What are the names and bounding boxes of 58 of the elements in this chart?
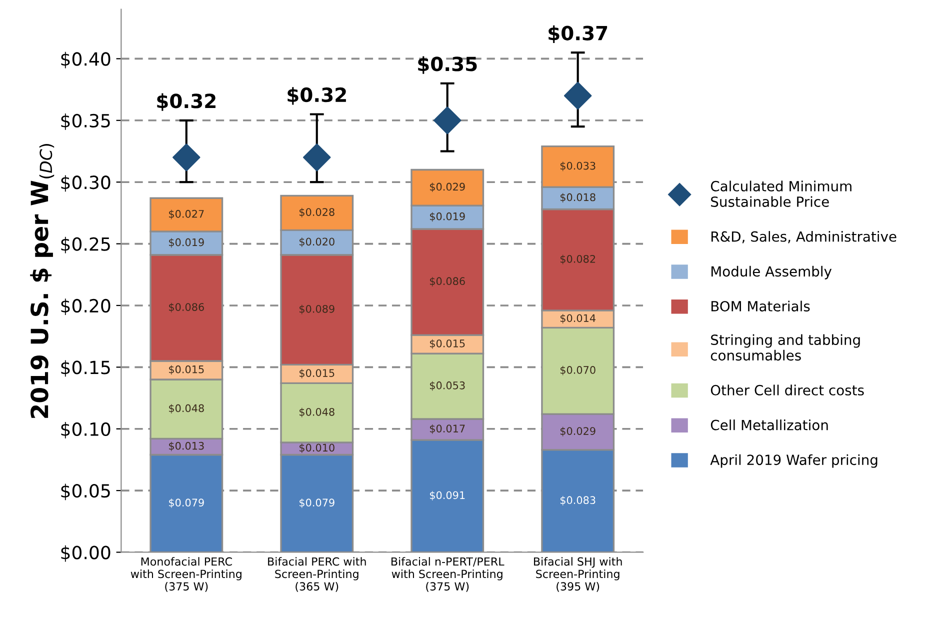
data-label: $0.010 (300, 444, 334, 454)
data-label: $0.32 (157, 93, 216, 111)
x-tick-label: Bifacial SHJ with Screen-Printing (395 W) (534, 557, 622, 592)
data-label: $0.35 (418, 56, 477, 74)
data-label: $0.020 (300, 238, 334, 247)
data-label: $0.019 (169, 238, 204, 248)
legend-label: Calculated Minimum Sustainable Price (710, 180, 852, 207)
y-tick-label: $0.30 (61, 175, 110, 192)
data-label: $0.017 (430, 424, 465, 434)
data-label: $0.37 (548, 25, 608, 44)
legend-label: Cell Metallization (710, 420, 828, 430)
legend-label: Stringing and tabbing consumables (710, 334, 860, 361)
legend-label: April 2019 Wafer pricing (710, 454, 878, 468)
data-label: $0.015 (169, 365, 204, 375)
data-label: $0.091 (430, 491, 465, 501)
y-axis-title: 2019 U.S. $ per W$_{(DC)}$ (30, 144, 54, 418)
data-label: $0.018 (560, 193, 596, 203)
data-label: $0.082 (560, 254, 596, 264)
data-label: $0.32 (288, 87, 346, 105)
point (172, 144, 200, 172)
data-label: $0.070 (560, 366, 596, 376)
legend-label: BOM Materials (711, 300, 810, 312)
data-label: $0.014 (560, 314, 596, 324)
y-tick-label: $0.35 (61, 114, 110, 130)
data-label: $0.033 (560, 162, 596, 172)
legend-label: Module Assembly (711, 266, 832, 280)
data-label: $0.028 (300, 208, 334, 218)
data-label: $0.083 (560, 496, 596, 506)
legend-label: R&D, Sales, Administrative (711, 231, 896, 244)
point (564, 82, 592, 110)
point (303, 144, 331, 172)
x-tick-label: Bifacial n-PERT/PERL with Screen-Printing (375 W) (392, 557, 504, 592)
data-label: $0.089 (300, 304, 334, 314)
data-label: $0.086 (430, 276, 465, 286)
data-label: $0.048 (300, 408, 334, 418)
y-tick-label: $0.15 (61, 360, 110, 377)
data-label: $0.015 (300, 368, 334, 378)
legend-label: Other Cell direct costs (710, 384, 864, 396)
point (433, 106, 462, 134)
x-tick-label: Monofacial PERC with Screen-Printing (375 W) (130, 557, 242, 592)
data-label: $0.048 (169, 404, 204, 414)
y-tick-label: $0.40 (61, 52, 110, 68)
data-label: $0.053 (430, 381, 465, 391)
data-label: $0.019 (430, 212, 465, 222)
y-tick-label: $0.25 (61, 236, 110, 254)
data-label: $0.027 (169, 210, 204, 220)
x-tick-label: Bifacial PERC with Screen-Printing (365 W) (268, 557, 366, 592)
data-label: $0.013 (169, 442, 204, 452)
data-label: $0.029 (560, 426, 596, 436)
data-label: $0.079 (300, 498, 334, 508)
y-tick-label: $0.20 (61, 298, 110, 315)
y-tick-label: $0.10 (61, 422, 110, 438)
y-tick-label: $0.05 (61, 484, 110, 500)
data-label: $0.015 (430, 339, 465, 349)
data-label: $0.086 (169, 302, 204, 312)
y-tick-label: $0.00 (61, 545, 110, 562)
data-label: $0.029 (430, 182, 465, 192)
data-label: $0.079 (169, 498, 204, 508)
